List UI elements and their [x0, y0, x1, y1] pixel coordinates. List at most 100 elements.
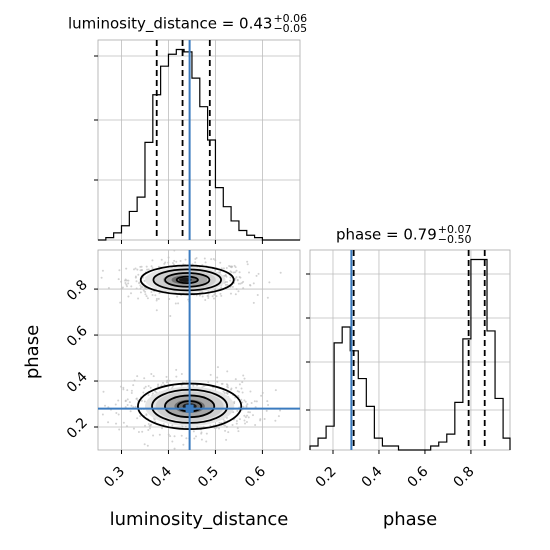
joint-sample-point — [130, 404, 133, 407]
joint-sample-point — [115, 412, 118, 415]
joint-sample-point — [214, 259, 217, 262]
hist-phase — [309, 250, 511, 451]
joint-sample-point — [237, 430, 240, 433]
title-luminosity-distance: luminosity_distance = 0.43 +0.06 −0.05 — [68, 13, 307, 34]
joint-sample-point — [167, 261, 170, 264]
joint-sample-point — [234, 271, 237, 274]
joint-sample-point — [157, 385, 160, 388]
joint-sample-point — [238, 271, 241, 274]
joint-sample-point — [155, 309, 158, 312]
joint-sample-point — [203, 257, 206, 260]
joint-sample-point — [136, 417, 139, 420]
joint-sample-point — [244, 400, 247, 403]
joint-sample-point — [267, 404, 270, 407]
joint-sample-point — [268, 281, 271, 284]
joint-sample-point — [241, 391, 244, 394]
joint-sample-point — [141, 285, 144, 288]
joint-sample-point — [247, 271, 250, 274]
joint-sample-point — [175, 375, 178, 378]
joint-sample-point — [204, 298, 207, 301]
joint-sample-point — [147, 423, 150, 426]
joint-sample-point — [209, 373, 212, 376]
joint-sample-point — [192, 430, 195, 433]
joint-sample-point — [251, 414, 254, 417]
joint-sample-point — [261, 391, 264, 394]
joint-sample-point — [195, 256, 198, 259]
joint-sample-point — [244, 416, 247, 419]
joint-sample-point — [119, 301, 122, 304]
joint-sample-point — [146, 268, 149, 271]
joint-ytick-label-3: 0.8 — [64, 277, 91, 304]
joint-sample-point — [240, 398, 243, 401]
bottom-right-xtick-label-1: 0.4 — [359, 464, 386, 491]
joint-sample-point — [223, 420, 226, 423]
joint-sample-point — [247, 411, 250, 414]
joint-sample-point — [166, 379, 169, 382]
joint-sample-point — [125, 267, 128, 270]
joint-sample-point — [137, 430, 140, 433]
joint-sample-point — [220, 286, 223, 289]
joint-sample-point — [150, 372, 153, 375]
joint-sample-point — [134, 275, 137, 278]
joint-sample-point — [126, 404, 129, 407]
joint-sample-point — [135, 287, 138, 290]
joint-sample-point — [234, 378, 237, 381]
bottom-right-panel-frame — [309, 249, 511, 451]
joint-sample-point — [141, 430, 144, 433]
joint-sample-point — [173, 435, 176, 438]
joint-sample-point — [237, 282, 240, 285]
joint-sample-point — [136, 375, 139, 378]
joint-sample-point — [207, 296, 210, 299]
joint-sample-point — [256, 293, 259, 296]
joint-sample-point — [225, 438, 228, 441]
joint-sample-point — [222, 267, 225, 270]
joint-sample-point — [126, 389, 129, 392]
joint-sample-point — [139, 415, 142, 418]
joint-sample-point — [162, 423, 165, 426]
joint-sample-point — [226, 370, 229, 373]
y-axis-label-phase: phase — [22, 325, 43, 379]
joint-sample-point — [171, 424, 174, 427]
joint-sample-point — [246, 260, 249, 263]
joint-sample-point — [224, 283, 227, 286]
joint-sample-point — [274, 389, 277, 392]
joint-sample-point — [137, 297, 140, 300]
joint-sample-point — [93, 402, 95, 404]
joint-sample-point — [144, 290, 147, 293]
joint-sample-point — [235, 420, 238, 423]
joint-sample-point — [184, 425, 187, 428]
joint-sample-point — [150, 290, 153, 293]
joint-sample-point — [167, 256, 170, 259]
x-axis-label-luminosity-distance: luminosity_distance — [110, 509, 289, 530]
joint-sample-point — [239, 276, 242, 279]
joint-sample-point — [132, 384, 135, 387]
joint-sample-point — [124, 282, 127, 285]
joint-sample-point — [226, 392, 229, 395]
joint-sample-point — [132, 268, 135, 271]
joint-sample-point — [247, 416, 250, 419]
joint-sample-point — [242, 374, 245, 377]
bottom-right-xtick-label-2: 0.6 — [405, 464, 432, 491]
joint-sample-point — [135, 397, 138, 400]
joint-sample-point — [101, 269, 104, 272]
joint-sample-point — [235, 386, 238, 389]
joint-sample-point — [236, 409, 239, 412]
joint-sample-point — [169, 314, 172, 317]
joint-sample-point — [139, 287, 142, 290]
joint-sample-point — [230, 388, 233, 391]
joint-sample-point — [235, 276, 238, 279]
joint-sample-point — [146, 297, 149, 300]
joint-sample-point — [162, 381, 165, 384]
joint-sample-point — [237, 290, 240, 293]
joint-sample-point — [255, 274, 258, 277]
joint-sample-point — [102, 390, 105, 393]
joint-sample-point — [165, 381, 168, 384]
joint-sample-point — [139, 265, 142, 268]
joint-sample-point — [147, 394, 150, 397]
joint-sample-point — [182, 443, 185, 446]
joint-sample-point — [149, 386, 152, 389]
joint-sample-point — [254, 423, 257, 426]
joint-sample-point — [120, 287, 123, 290]
joint-sample-point — [83, 269, 85, 271]
